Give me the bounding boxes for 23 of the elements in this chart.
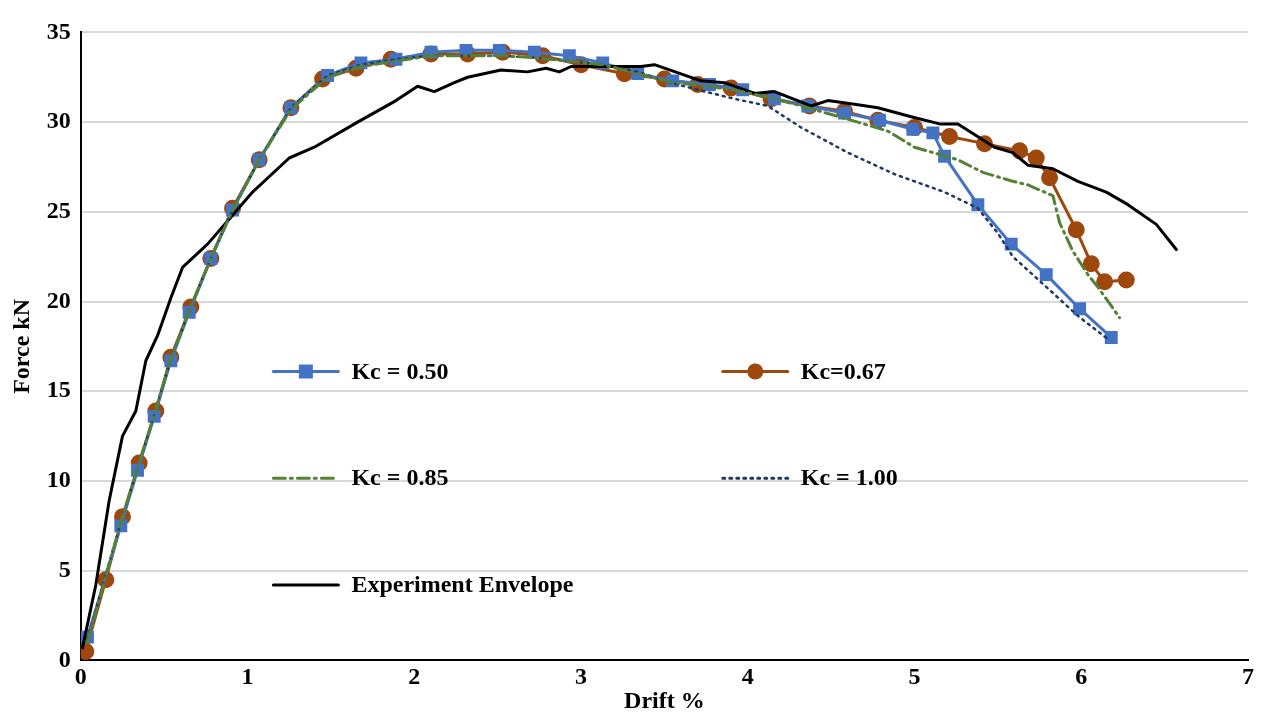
x-tick-label: 6 — [1075, 663, 1088, 689]
x-tick-label: 0 — [74, 663, 87, 689]
y-axis-title: Force kN — [7, 298, 34, 394]
legend-label: Kc = 0.50 — [351, 357, 449, 384]
y-tick-label: 10 — [46, 466, 71, 493]
x-tick-label: 7 — [1242, 663, 1254, 689]
x-tick-label: 2 — [408, 663, 421, 689]
y-tick-label: 30 — [46, 107, 71, 134]
legend-label: Kc=0.67 — [800, 357, 886, 384]
legend-label: Kc = 1.00 — [800, 464, 898, 491]
x-axis-title: Drift % — [624, 686, 705, 713]
y-tick-label: 5 — [58, 555, 71, 582]
x-tick-label: 4 — [741, 663, 754, 689]
legend-label: Kc = 0.85 — [351, 464, 449, 491]
y-tick-label: 0 — [58, 645, 71, 672]
y-tick-label: 20 — [46, 286, 71, 313]
y-tick-label: 35 — [46, 17, 71, 44]
x-tick-label: 1 — [241, 663, 254, 689]
legend-label: Experiment Envelope — [351, 571, 574, 598]
y-tick-label: 25 — [46, 197, 71, 224]
y-tick-label: 15 — [46, 376, 71, 403]
x-tick-label: 3 — [575, 663, 588, 689]
x-tick-label: 5 — [908, 663, 921, 689]
